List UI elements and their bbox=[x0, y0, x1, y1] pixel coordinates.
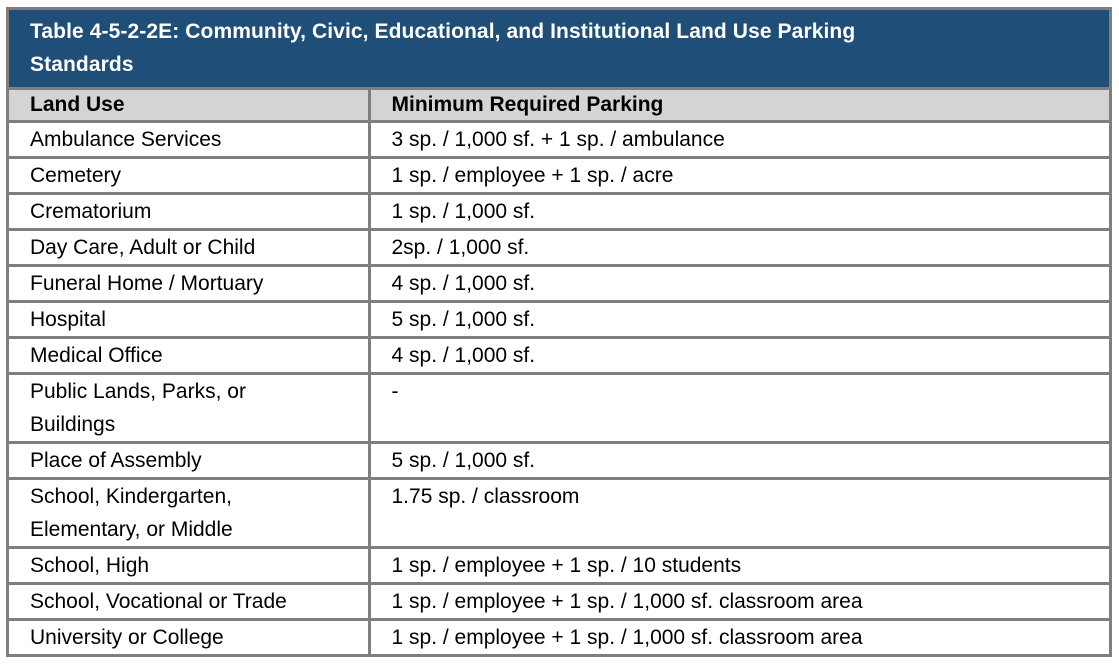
table-row: Place of Assembly 5 sp. / 1,000 sf. bbox=[9, 441, 1109, 480]
land-use-cell: School, Vocational or Trade bbox=[9, 582, 371, 621]
land-use-cell: School, Kindergarten, Elementary, or Mid… bbox=[9, 477, 371, 549]
parking-cell: 4 sp. / 1,000 sf. bbox=[367, 336, 1109, 375]
table-body: Ambulance Services 3 sp. / 1,000 sf. + 1 … bbox=[9, 120, 1109, 654]
land-use-cell: Hospital bbox=[9, 300, 371, 339]
parking-cell: 2sp. / 1,000 sf. bbox=[367, 228, 1109, 267]
land-use-cell: Funeral Home / Mortuary bbox=[9, 264, 371, 303]
table-row: Crematorium 1 sp. / 1,000 sf. bbox=[9, 192, 1109, 231]
table-row: School, Kindergarten, Elementary, or Mid… bbox=[9, 477, 1109, 549]
column-header-land-use: Land Use bbox=[9, 90, 371, 123]
parking-cell: 5 sp. / 1,000 sf. bbox=[367, 300, 1109, 339]
table-row: Funeral Home / Mortuary 4 sp. / 1,000 sf. bbox=[9, 264, 1109, 303]
table-row: Cemetery 1 sp. / employee + 1 sp. / acre bbox=[9, 156, 1109, 195]
land-use-cell: Medical Office bbox=[9, 336, 371, 375]
parking-cell: 1 sp. / employee + 1 sp. / 1,000 sf. cla… bbox=[367, 618, 1109, 654]
parking-standards-table: Table 4-5-2-2E: Community, Civic, Educat… bbox=[6, 7, 1112, 657]
table-row: Hospital 5 sp. / 1,000 sf. bbox=[9, 300, 1109, 339]
land-use-cell: Day Care, Adult or Child bbox=[9, 228, 371, 267]
land-use-cell: Place of Assembly bbox=[9, 441, 371, 480]
table-row: Medical Office 4 sp. / 1,000 sf. bbox=[9, 336, 1109, 375]
column-header-minimum-required-parking: Minimum Required Parking bbox=[367, 90, 1109, 123]
land-use-cell: Crematorium bbox=[9, 192, 371, 231]
table-title: Table 4-5-2-2E: Community, Civic, Educat… bbox=[9, 10, 1109, 90]
land-use-cell: Public Lands, Parks, or Buildings bbox=[9, 372, 371, 444]
header-row: Land Use Minimum Required Parking bbox=[9, 90, 1109, 123]
land-use-cell: Ambulance Services bbox=[9, 120, 371, 159]
standards-table: Land Use Minimum Required Parking Ambula… bbox=[9, 90, 1109, 654]
table-header: Land Use Minimum Required Parking bbox=[9, 90, 1109, 123]
table-row: Ambulance Services 3 sp. / 1,000 sf. + 1 … bbox=[9, 120, 1109, 159]
parking-cell: 1 sp. / employee + 1 sp. / 1,000 sf. cla… bbox=[367, 582, 1109, 621]
table-row: School, High 1 sp. / employee + 1 sp. / 1… bbox=[9, 546, 1109, 585]
parking-cell: - bbox=[367, 372, 1109, 444]
parking-cell: 1 sp. / 1,000 sf. bbox=[367, 192, 1109, 231]
table-row: Public Lands, Parks, or Buildings - bbox=[9, 372, 1109, 444]
table-row: School, Vocational or Trade 1 sp. / emplo… bbox=[9, 582, 1109, 621]
parking-cell: 4 sp. / 1,000 sf. bbox=[367, 264, 1109, 303]
table-row: Day Care, Adult or Child 2sp. / 1,000 sf. bbox=[9, 228, 1109, 267]
parking-cell: 5 sp. / 1,000 sf. bbox=[367, 441, 1109, 480]
parking-cell: 3 sp. / 1,000 sf. + 1 sp. / ambulance bbox=[367, 120, 1109, 159]
land-use-cell: University or College bbox=[9, 618, 371, 654]
land-use-cell: Cemetery bbox=[9, 156, 371, 195]
table-row: University or College 1 sp. / employee + … bbox=[9, 618, 1109, 654]
parking-cell: 1 sp. / employee + 1 sp. / acre bbox=[367, 156, 1109, 195]
land-use-cell: School, High bbox=[9, 546, 371, 585]
parking-cell: 1 sp. / employee + 1 sp. / 10 students bbox=[367, 546, 1109, 585]
parking-cell: 1.75 sp. / classroom bbox=[367, 477, 1109, 549]
